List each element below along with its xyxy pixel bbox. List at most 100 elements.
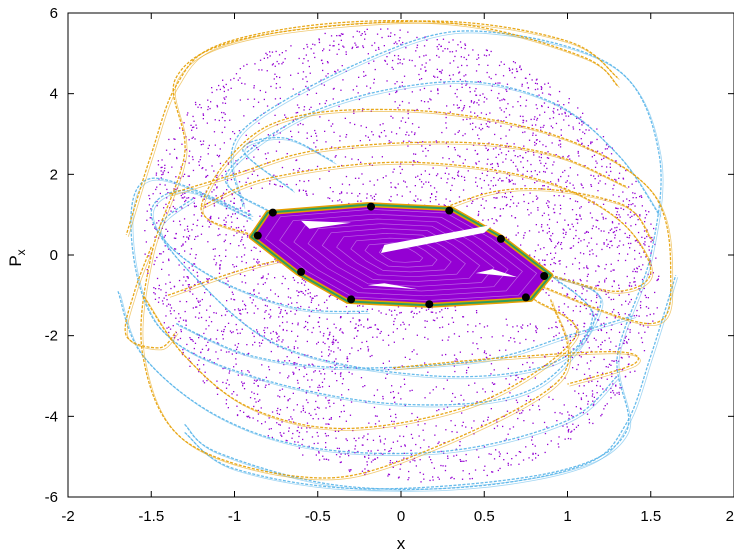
- chaotic-sea-point: [340, 375, 342, 377]
- chaotic-sea-point: [496, 162, 499, 165]
- chaotic-sea-point: [633, 281, 635, 283]
- chaotic-sea-point: [636, 267, 638, 269]
- chaotic-sea-point: [475, 94, 478, 96]
- chaotic-sea-point: [308, 315, 310, 317]
- chaotic-sea-point: [238, 245, 240, 247]
- chaotic-sea-point: [278, 141, 281, 143]
- chaotic-sea-point: [261, 69, 263, 71]
- chaotic-sea-point: [579, 252, 582, 254]
- chaotic-sea-point: [317, 395, 319, 397]
- chaotic-sea-point: [359, 319, 361, 321]
- chaotic-sea-point: [532, 443, 534, 445]
- chaotic-sea-point: [471, 427, 473, 429]
- chaotic-sea-point: [535, 124, 537, 126]
- chaotic-sea-point: [153, 292, 155, 294]
- chaotic-sea-point: [541, 188, 543, 190]
- chaotic-sea-point: [464, 43, 466, 45]
- chaotic-sea-point: [330, 350, 332, 352]
- chaotic-sea-point: [306, 43, 308, 46]
- chaotic-sea-point: [399, 29, 401, 31]
- chaotic-sea-point: [618, 331, 621, 333]
- chaotic-sea-point: [366, 85, 368, 87]
- chaotic-sea-point: [591, 141, 593, 143]
- chaotic-sea-point: [407, 110, 409, 112]
- chaotic-sea-point: [593, 203, 595, 205]
- chaotic-sea-point: [564, 111, 566, 114]
- chaotic-sea-point: [393, 396, 395, 398]
- chaotic-sea-point: [441, 326, 444, 328]
- chaotic-sea-point: [531, 175, 533, 177]
- chaotic-sea-point: [486, 174, 488, 177]
- chaotic-sea-point: [259, 250, 261, 253]
- y-axis-label: Px: [6, 249, 28, 266]
- chaotic-sea-point: [384, 59, 386, 62]
- chaotic-sea-point: [452, 392, 454, 395]
- chaotic-sea-point: [331, 146, 333, 148]
- chaotic-sea-point: [431, 462, 433, 464]
- chaotic-sea-point: [340, 191, 343, 193]
- chaotic-sea-point: [367, 53, 369, 55]
- chaotic-sea-point: [476, 115, 479, 117]
- chaotic-sea-point: [222, 194, 224, 196]
- chaotic-sea-point: [182, 351, 184, 354]
- chaotic-sea-point: [415, 307, 417, 309]
- chaotic-sea-point: [526, 160, 529, 162]
- chaotic-sea-point: [487, 184, 490, 186]
- chaotic-sea-point: [335, 437, 337, 439]
- chaotic-sea-point: [286, 406, 288, 409]
- chaotic-sea-point: [510, 199, 512, 201]
- chaotic-sea-point: [497, 469, 499, 472]
- chaotic-sea-point: [221, 111, 223, 114]
- chaotic-sea-point: [256, 261, 258, 263]
- chaotic-sea-point: [578, 354, 581, 357]
- chaotic-sea-point: [414, 460, 416, 462]
- chaotic-sea-point: [292, 169, 295, 171]
- chaotic-sea-point: [629, 301, 631, 303]
- chaotic-sea-point: [475, 177, 477, 179]
- chaotic-sea-point: [176, 156, 178, 159]
- chaotic-sea-point: [225, 399, 228, 401]
- chaotic-sea-point: [457, 44, 459, 46]
- chaotic-sea-point: [395, 41, 397, 43]
- chaotic-sea-point: [258, 122, 260, 124]
- chaotic-sea-point: [518, 463, 520, 465]
- chaotic-sea-point: [599, 180, 601, 182]
- chaotic-sea-point: [302, 409, 304, 412]
- chaotic-sea-point: [579, 214, 581, 216]
- chaotic-sea-point: [394, 309, 396, 311]
- chaotic-sea-point: [412, 316, 414, 318]
- chaotic-sea-point: [368, 62, 370, 65]
- chaotic-sea-point: [346, 192, 348, 194]
- chaotic-sea-point: [169, 281, 171, 283]
- chaotic-sea-point: [160, 170, 162, 172]
- chaotic-sea-point: [215, 338, 218, 340]
- chaotic-sea-point: [532, 453, 534, 455]
- chaotic-sea-point: [306, 431, 308, 433]
- chaotic-sea-point: [616, 369, 618, 371]
- chaotic-sea-point: [175, 237, 177, 239]
- chaotic-sea-point: [245, 262, 247, 264]
- chaotic-sea-point: [573, 428, 575, 431]
- chaotic-sea-point: [414, 109, 416, 112]
- chaotic-sea-point: [156, 200, 158, 203]
- chaotic-sea-point: [422, 150, 424, 152]
- chaotic-sea-point: [441, 309, 443, 311]
- chaotic-sea-point: [618, 391, 620, 394]
- chaotic-sea-point: [611, 221, 614, 223]
- chaotic-sea-point: [344, 156, 347, 158]
- chaotic-sea-point: [339, 35, 342, 37]
- chaotic-sea-point: [386, 373, 388, 375]
- chaotic-sea-point: [583, 267, 585, 269]
- chaotic-sea-point: [570, 247, 573, 249]
- chaotic-sea-point: [537, 207, 539, 209]
- chaotic-sea-point: [547, 157, 550, 159]
- chaotic-sea-point: [565, 231, 567, 233]
- chaotic-sea-point: [319, 178, 321, 180]
- chaotic-sea-point: [349, 414, 352, 416]
- chaotic-sea-point: [478, 143, 480, 145]
- chaotic-sea-point: [538, 94, 540, 96]
- chaotic-sea-point: [363, 435, 365, 437]
- chaotic-sea-point: [591, 390, 594, 392]
- chaotic-sea-point: [230, 87, 232, 89]
- chaotic-sea-point: [223, 330, 225, 333]
